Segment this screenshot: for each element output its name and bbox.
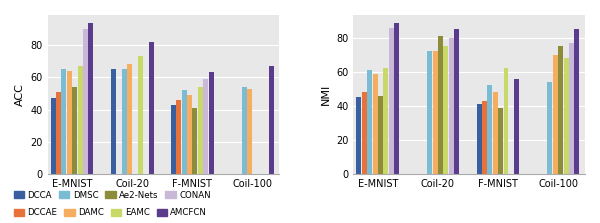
Bar [51, 98, 56, 174]
Bar [514, 79, 519, 174]
Bar [553, 55, 558, 174]
Bar [182, 90, 187, 174]
Bar [88, 23, 94, 174]
Bar [394, 23, 399, 174]
Bar [454, 29, 459, 174]
Bar [383, 68, 388, 174]
Bar [77, 66, 83, 174]
Bar [558, 46, 563, 174]
Bar [61, 69, 67, 174]
Bar [373, 74, 377, 174]
Bar [367, 70, 372, 174]
Bar [127, 64, 132, 174]
Bar [449, 38, 454, 174]
Bar [247, 89, 252, 174]
Bar [193, 108, 197, 174]
Bar [443, 46, 448, 174]
Bar [378, 96, 383, 174]
Bar [111, 69, 116, 174]
Bar [493, 92, 498, 174]
Bar [67, 71, 72, 174]
Bar [389, 28, 394, 174]
Bar [547, 82, 553, 174]
Bar [476, 104, 482, 174]
Bar [356, 97, 361, 174]
Bar [72, 87, 77, 174]
Bar [56, 92, 61, 174]
Bar [487, 85, 493, 174]
Bar [171, 105, 176, 174]
Bar [574, 29, 580, 174]
Y-axis label: NMI: NMI [320, 84, 331, 105]
Bar [269, 66, 274, 174]
Legend: DCCA, DMSC, Ae2-Nets, CONAN: DCCA, DMSC, Ae2-Nets, CONAN [10, 187, 214, 203]
Bar [203, 79, 208, 174]
Bar [122, 69, 127, 174]
Bar [438, 36, 443, 174]
Bar [187, 95, 192, 174]
Bar [482, 101, 487, 174]
Bar [569, 43, 574, 174]
Bar [433, 52, 437, 174]
Bar [498, 108, 503, 174]
Legend: DCCAE, DAMC, EAMC, AMCFCN: DCCAE, DAMC, EAMC, AMCFCN [10, 205, 211, 221]
Bar [427, 52, 432, 174]
Bar [503, 68, 508, 174]
Bar [198, 87, 203, 174]
Bar [149, 42, 154, 174]
Bar [83, 29, 88, 174]
Bar [242, 87, 247, 174]
Bar [138, 56, 143, 174]
Y-axis label: ACC: ACC [15, 83, 25, 106]
Bar [362, 92, 367, 174]
Bar [209, 72, 214, 174]
Bar [176, 100, 181, 174]
Bar [563, 58, 569, 174]
